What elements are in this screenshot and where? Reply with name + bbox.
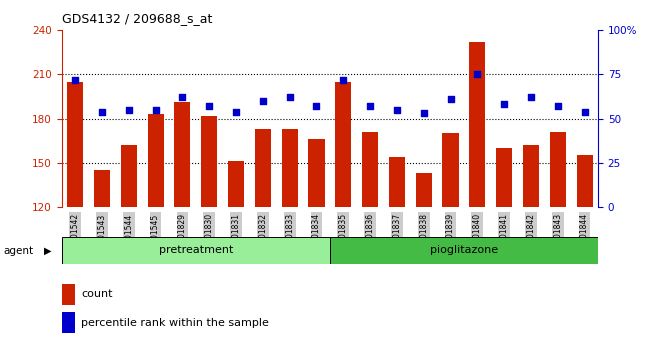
- Text: ▶: ▶: [44, 246, 51, 256]
- Bar: [416, 173, 432, 207]
- Point: [338, 77, 348, 82]
- Bar: [469, 42, 486, 207]
- Point: [552, 103, 563, 109]
- Bar: [202, 116, 217, 207]
- Bar: [228, 161, 244, 207]
- Bar: [62, 284, 75, 305]
- Point: [70, 77, 81, 82]
- Point: [445, 96, 456, 102]
- Text: pioglitazone: pioglitazone: [430, 245, 498, 256]
- Point: [392, 107, 402, 113]
- Point: [257, 98, 268, 104]
- Point: [204, 103, 214, 109]
- Bar: [121, 145, 136, 207]
- Bar: [330, 237, 598, 264]
- Point: [472, 72, 482, 77]
- Bar: [443, 133, 458, 207]
- Point: [177, 95, 188, 100]
- Point: [419, 110, 429, 116]
- Bar: [62, 312, 75, 333]
- Bar: [174, 102, 190, 207]
- Bar: [67, 82, 83, 207]
- Bar: [550, 132, 566, 207]
- Point: [499, 102, 510, 107]
- Point: [97, 109, 107, 114]
- Bar: [362, 132, 378, 207]
- Point: [231, 109, 241, 114]
- Text: GDS4132 / 209688_s_at: GDS4132 / 209688_s_at: [62, 12, 212, 25]
- Text: percentile rank within the sample: percentile rank within the sample: [81, 318, 269, 328]
- Bar: [62, 237, 330, 264]
- Bar: [281, 129, 298, 207]
- Bar: [255, 129, 271, 207]
- Point: [526, 95, 536, 100]
- Point: [285, 95, 295, 100]
- Bar: [148, 114, 164, 207]
- Text: agent: agent: [3, 246, 33, 256]
- Bar: [308, 139, 324, 207]
- Point: [150, 107, 161, 113]
- Point: [579, 109, 590, 114]
- Bar: [523, 145, 539, 207]
- Text: count: count: [81, 289, 112, 299]
- Point: [365, 103, 375, 109]
- Text: pretreatment: pretreatment: [159, 245, 233, 256]
- Bar: [577, 155, 593, 207]
- Bar: [496, 148, 512, 207]
- Bar: [335, 82, 351, 207]
- Bar: [94, 170, 110, 207]
- Bar: [389, 157, 405, 207]
- Point: [311, 103, 322, 109]
- Point: [124, 107, 134, 113]
